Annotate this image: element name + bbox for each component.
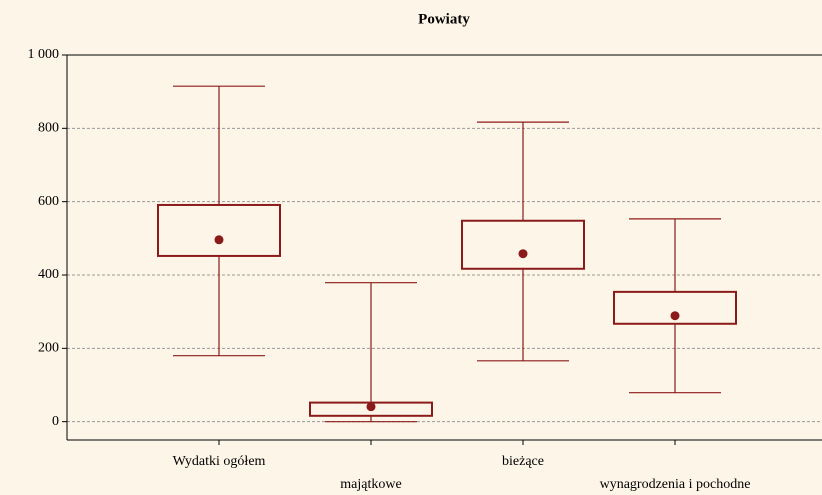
y-tick-label: 0 bbox=[52, 414, 59, 429]
y-tick-label: 400 bbox=[38, 267, 59, 282]
box bbox=[461, 219, 585, 270]
y-tick-label: 800 bbox=[38, 121, 59, 136]
y-tick-label: 1 000 bbox=[28, 47, 60, 62]
y-tick-label: 200 bbox=[38, 341, 59, 356]
x-tick-label: wynagrodzenia i pochodne bbox=[600, 477, 751, 492]
box bbox=[157, 203, 281, 257]
x-tick-label: majątkowe bbox=[340, 477, 401, 492]
x-tick-label: bieżące bbox=[502, 454, 544, 469]
median-dot bbox=[670, 311, 680, 321]
median-dot bbox=[366, 402, 376, 412]
median-dot bbox=[518, 249, 528, 259]
chart-title: Powiaty bbox=[418, 11, 470, 27]
x-tick-label: Wydatki ogółem bbox=[173, 454, 266, 469]
box bbox=[613, 290, 737, 325]
y-tick-label: 600 bbox=[38, 194, 59, 209]
median-dot bbox=[214, 235, 224, 245]
